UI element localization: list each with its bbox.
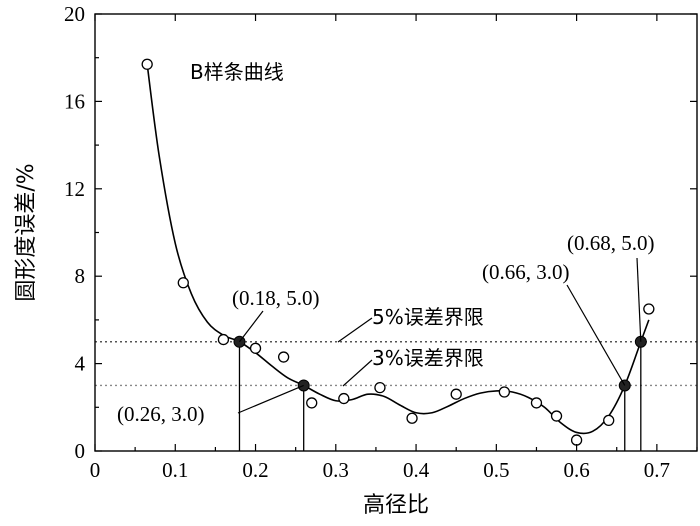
leader-limit-3 (342, 359, 373, 387)
data-point (603, 414, 615, 427)
drop-lines (238, 341, 642, 451)
data-point (450, 388, 462, 400)
x-tick-label: 0 (90, 458, 101, 482)
x-tick-label: 0.3 (323, 458, 349, 482)
annotation-0-18-5-0: (0.18, 5.0) (232, 286, 320, 310)
data-point (498, 386, 511, 398)
data-point (643, 303, 655, 315)
x-tick-label: 0.7 (644, 458, 670, 482)
open-data-points (141, 58, 655, 446)
x-tick-label: 0.2 (242, 458, 268, 482)
data-point (374, 381, 386, 394)
leader-0-18 (239, 310, 264, 343)
curve-label: B样条曲线 (190, 60, 284, 84)
data-point (217, 333, 230, 346)
y-tick-label: 8 (75, 264, 86, 288)
y-tick-label: 20 (64, 2, 85, 26)
leader-0-68 (636, 257, 642, 342)
x-axis-ticks: 0 0.1 0.2 0.3 0.4 0.5 0.6 0.7 (90, 14, 698, 482)
x-tick-label: 0.1 (162, 458, 188, 482)
data-point (277, 351, 290, 363)
data-point (530, 397, 543, 409)
x-tick-label: 0.6 (563, 458, 589, 482)
annotation-0-68-5-0: (0.68, 5.0) (567, 231, 655, 255)
leader-limit-5 (337, 317, 373, 343)
x-tick-label: 0.4 (403, 458, 430, 482)
y-tick-label: 16 (64, 89, 85, 113)
x-tick-label: 0.5 (483, 458, 509, 482)
data-point (306, 397, 318, 409)
limit-5-label: 5%误差界限 (372, 305, 484, 329)
y-axis-title: 圆形度误差/% (14, 163, 39, 301)
data-point (550, 410, 563, 422)
data-point (177, 277, 189, 289)
annotation-0-26-3-0: (0.26, 3.0) (117, 402, 205, 426)
y-tick-label: 4 (75, 352, 86, 376)
data-point (406, 412, 418, 424)
data-point (141, 58, 153, 70)
leader-0-66 (566, 284, 626, 386)
limit-3-label: 3%误差界限 (372, 346, 484, 370)
y-tick-label: 0 (75, 439, 86, 463)
data-point (570, 434, 583, 446)
leader-0-26 (237, 384, 304, 414)
annotation-0-66-3-0: (0.66, 3.0) (482, 260, 570, 284)
y-axis-ticks: 0 4 8 12 16 20 (64, 2, 697, 463)
data-point (338, 392, 350, 405)
annotation-leaders (237, 257, 642, 414)
y-tick-label: 12 (64, 177, 85, 201)
x-axis-title: 高径比 (363, 493, 429, 518)
data-point (249, 342, 262, 354)
limit-lines (95, 341, 697, 387)
